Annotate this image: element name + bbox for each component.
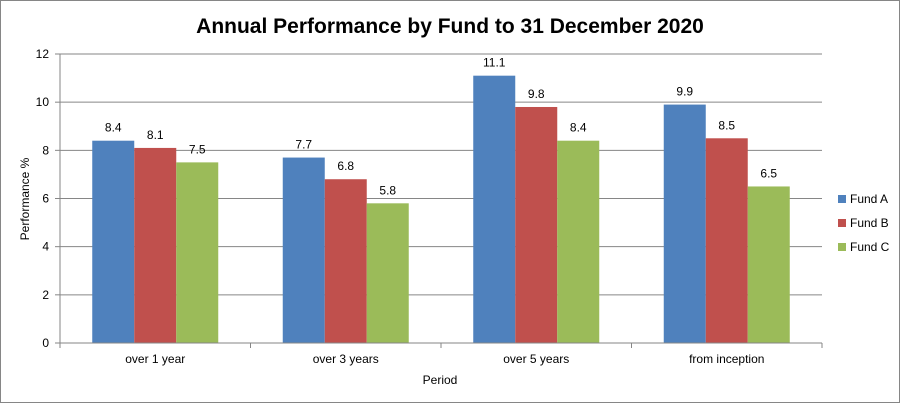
legend: Fund A Fund B Fund C — [838, 192, 890, 254]
bar-fund-a — [282, 157, 325, 343]
data-label: 8.4 — [570, 121, 587, 135]
data-label: 6.5 — [760, 166, 777, 180]
x-tick-label: from inception — [689, 352, 764, 366]
y-tick-label: 8 — [42, 143, 49, 157]
data-label: 8.5 — [718, 118, 735, 132]
x-axis-ticks: over 1 year over 3 years over 5 years from … — [59, 343, 823, 366]
bar-fund-a — [663, 104, 706, 343]
data-label: 7.5 — [189, 142, 206, 156]
x-tick-label: over 3 years — [313, 352, 379, 366]
x-tick-label: over 5 years — [503, 352, 569, 366]
y-tick-label: 4 — [42, 240, 49, 254]
y-axis-ticks: 0 2 4 6 8 10 12 — [36, 47, 60, 350]
bar-fund-c — [366, 203, 409, 343]
data-labels: 8.4 8.1 7.5 7.7 6.8 5.8 11.1 9.8 8.4 9.9 8.5 6.5 — [105, 56, 778, 198]
bar-fund-c — [747, 186, 790, 343]
y-axis-title: Performance % — [18, 157, 32, 240]
y-tick-label: 10 — [36, 95, 50, 109]
bar-fund-b — [705, 138, 748, 343]
chart-title: Annual Performance by Fund to 31 Decembe… — [196, 15, 704, 38]
bars — [92, 75, 790, 344]
data-label: 6.8 — [337, 159, 354, 173]
data-label: 9.9 — [676, 85, 693, 99]
data-label: 11.1 — [483, 56, 506, 70]
bar-fund-b — [515, 106, 558, 343]
bar-fund-a — [92, 140, 135, 343]
legend-label: Fund B — [850, 216, 889, 230]
bar-fund-b — [324, 179, 367, 343]
bar-fund-a — [473, 75, 516, 344]
bar-fund-c — [176, 162, 219, 343]
bar-fund-b — [134, 147, 177, 343]
data-label: 8.1 — [147, 128, 164, 142]
x-axis-title: Period — [423, 373, 458, 387]
legend-swatch — [838, 195, 846, 203]
y-tick-label: 12 — [36, 47, 50, 61]
data-label: 8.4 — [105, 121, 122, 135]
legend-swatch — [838, 219, 846, 227]
data-label: 7.7 — [295, 138, 312, 152]
y-tick-label: 0 — [42, 336, 49, 350]
y-tick-label: 6 — [42, 192, 49, 206]
legend-label: Fund C — [850, 240, 890, 254]
bar-fund-c — [557, 140, 600, 343]
legend-label: Fund A — [850, 192, 888, 206]
data-label: 9.8 — [528, 87, 545, 101]
legend-swatch — [838, 243, 846, 251]
x-tick-label: over 1 year — [125, 352, 185, 366]
data-label: 5.8 — [379, 183, 396, 197]
y-tick-label: 2 — [42, 288, 49, 302]
